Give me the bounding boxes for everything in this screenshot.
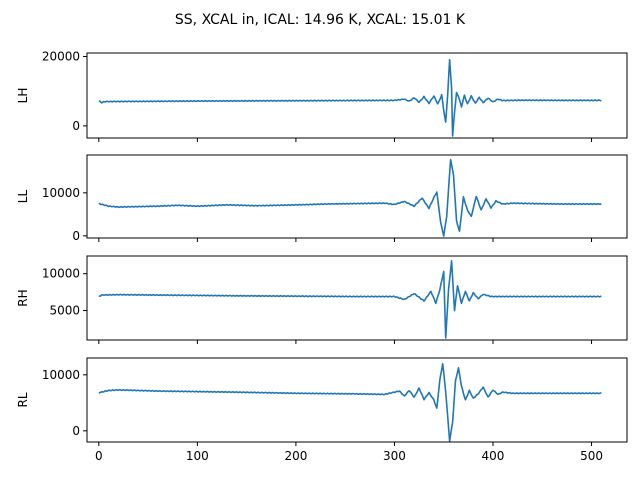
series-line-rl — [98, 362, 602, 442]
series-line-lh — [98, 58, 602, 137]
x-tick-label: 300 — [383, 449, 406, 463]
y-tick-label: 10000 — [42, 186, 80, 200]
y-tick-label: 10000 — [42, 368, 80, 382]
subplot-rh: 5000 10000 RH — [16, 255, 628, 344]
x-tick-label: 500 — [580, 449, 603, 463]
series-line-rh — [98, 260, 602, 339]
y-tick-label: 0 — [72, 119, 80, 133]
y-tick-label: 10000 — [42, 267, 80, 281]
y-axis-label: RH — [16, 289, 30, 306]
y-tick-label: 0 — [72, 229, 80, 243]
plot-frame — [86, 52, 628, 139]
plot-frame — [86, 357, 628, 443]
y-axis-label: RL — [16, 392, 30, 407]
subplot-ll: 0 10000 LL — [16, 154, 628, 243]
y-tick-label: 0 — [72, 424, 80, 438]
y-axis-label: LH — [16, 88, 30, 104]
plot-frame — [86, 154, 628, 239]
x-tick-label: 0 — [95, 449, 103, 463]
y-tick-label: 5000 — [49, 304, 80, 318]
subplot-lh: 0 20000 LH — [16, 49, 628, 142]
figure-title: SS, XCAL in, ICAL: 14.96 K, XCAL: 15.01 … — [175, 12, 466, 28]
plot-frame — [86, 255, 628, 341]
series-line-ll — [98, 158, 602, 237]
x-tick-label: 200 — [284, 449, 307, 463]
subplot-rl: 0 10000 0 100 200 300 400 500 RL — [16, 357, 628, 463]
x-tick-label: 400 — [482, 449, 505, 463]
x-tick-label: 100 — [186, 449, 209, 463]
y-tick-label: 20000 — [42, 49, 80, 63]
y-axis-label: LL — [16, 190, 30, 204]
subplots: 0 20000 LH 0 10000 LL 5000 10000 RH 0 10000 0 100 200… — [16, 49, 628, 463]
